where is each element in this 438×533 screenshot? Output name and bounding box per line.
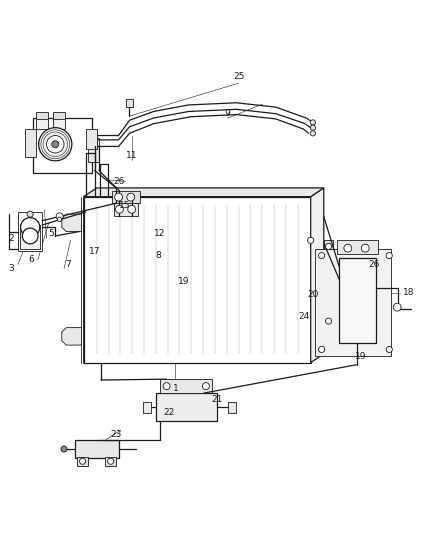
Bar [339, 258, 376, 343]
Text: 11: 11 [126, 151, 138, 160]
Circle shape [56, 213, 63, 220]
Text: 23: 23 [111, 430, 122, 439]
Circle shape [22, 228, 38, 244]
Circle shape [310, 120, 315, 125]
Circle shape [52, 141, 59, 148]
Text: 15: 15 [120, 201, 131, 210]
Polygon shape [84, 188, 324, 197]
Bar [77, 457, 88, 466]
Circle shape [127, 193, 135, 201]
Text: 19: 19 [178, 277, 190, 286]
Circle shape [310, 125, 315, 130]
Bar [127, 99, 133, 107]
Circle shape [39, 128, 72, 161]
Bar [315, 249, 392, 356]
Circle shape [344, 244, 352, 252]
Bar [25, 129, 35, 157]
Circle shape [310, 131, 315, 136]
Bar [53, 112, 65, 120]
Circle shape [116, 205, 124, 213]
Circle shape [318, 346, 325, 352]
Text: 1: 1 [173, 384, 178, 393]
Text: 6: 6 [28, 255, 34, 264]
Text: 22: 22 [163, 408, 174, 417]
Text: 26: 26 [368, 260, 380, 269]
Circle shape [57, 217, 62, 222]
Polygon shape [62, 328, 81, 345]
Polygon shape [62, 214, 81, 231]
Bar [160, 379, 212, 393]
Bar [35, 112, 48, 120]
Text: 2: 2 [9, 233, 14, 243]
Bar [35, 119, 48, 129]
Text: 26: 26 [113, 177, 124, 186]
Bar [84, 197, 311, 362]
Text: 20: 20 [307, 290, 318, 300]
Bar [228, 402, 237, 413]
Text: 5: 5 [48, 229, 54, 238]
Circle shape [386, 346, 392, 352]
Circle shape [325, 318, 332, 324]
Circle shape [307, 237, 314, 244]
Bar [114, 203, 138, 216]
Text: 7: 7 [66, 260, 71, 269]
Text: 12: 12 [154, 229, 166, 238]
Circle shape [80, 458, 85, 464]
Text: 9: 9 [225, 109, 231, 118]
Circle shape [21, 217, 40, 237]
Circle shape [128, 205, 136, 213]
Text: 24: 24 [299, 312, 310, 321]
Polygon shape [311, 188, 324, 362]
Circle shape [393, 303, 401, 311]
Bar [155, 393, 217, 422]
Text: 17: 17 [89, 247, 100, 256]
Circle shape [115, 193, 123, 201]
Bar [88, 138, 99, 161]
Circle shape [163, 383, 170, 390]
Bar [20, 225, 40, 249]
Bar [86, 129, 97, 149]
Bar [53, 119, 65, 129]
Circle shape [202, 383, 209, 390]
Bar [33, 118, 92, 173]
Text: 8: 8 [155, 251, 161, 260]
Bar [143, 402, 151, 413]
Circle shape [27, 211, 33, 217]
Circle shape [108, 458, 114, 464]
Text: 18: 18 [403, 288, 415, 297]
Bar [75, 440, 119, 458]
Text: 19: 19 [355, 351, 367, 360]
Circle shape [386, 253, 392, 259]
Circle shape [318, 253, 325, 259]
Bar [324, 240, 333, 253]
Bar [112, 191, 141, 203]
Bar [18, 212, 42, 251]
Circle shape [361, 244, 369, 252]
Text: 3: 3 [9, 264, 14, 273]
Bar [324, 314, 333, 328]
Bar [337, 240, 378, 254]
Bar [106, 457, 117, 466]
Circle shape [61, 446, 67, 452]
Text: 21: 21 [211, 395, 223, 404]
Circle shape [46, 135, 64, 153]
Circle shape [325, 244, 332, 249]
Text: 25: 25 [233, 72, 244, 81]
